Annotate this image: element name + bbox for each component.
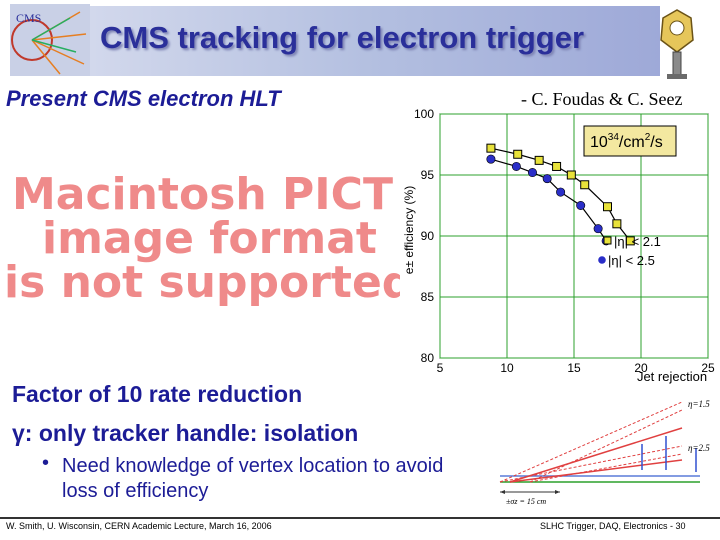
- y-tick-label: 95: [421, 168, 435, 182]
- x-tick-label: 5: [437, 361, 444, 375]
- chart-legend: |η| < 2.1 |η| < 2.5: [598, 234, 661, 268]
- legend-marker-circle: [598, 256, 606, 264]
- data-point-square: [486, 143, 496, 153]
- data-point-circle: [486, 154, 496, 164]
- cms-logo-icon: CMS: [10, 4, 90, 76]
- eta-line-4: [529, 453, 683, 483]
- data-point-square: [612, 219, 622, 229]
- x-tick-label: 20: [634, 361, 648, 375]
- header: CMS CMS tracking for electron trigger: [0, 0, 720, 79]
- data-point-circle: [542, 174, 552, 184]
- data-point-square: [580, 180, 590, 190]
- y-tick-label: 100: [414, 107, 434, 121]
- author-credit: - C. Foudas & C. Seez: [521, 89, 683, 109]
- data-point-square: [566, 170, 576, 180]
- data-point-square: [603, 202, 612, 212]
- x-tick-label: 25: [701, 361, 715, 375]
- z-vertex-label: ±σz = 15 cm: [506, 497, 546, 506]
- data-point-circle: [556, 187, 566, 197]
- track-2: [509, 459, 683, 483]
- footer-slide-info: SLHC Trigger, DAQ, Electronics - 30: [540, 521, 686, 531]
- data-point-square: [534, 155, 544, 165]
- y-axis-label: e± efficiency (%): [402, 186, 416, 274]
- bullet-vertex-knowledge: Need knowledge of vertex location to avo…: [62, 455, 444, 502]
- placeholder-line-2: image format: [42, 213, 377, 264]
- placeholder-line-3: is not supported: [4, 257, 400, 308]
- legend-label-1: |η| < 2.1: [614, 234, 661, 249]
- svg-text:CMS: CMS: [16, 11, 41, 25]
- data-point-square: [552, 161, 562, 171]
- legend-marker-square: [603, 236, 612, 245]
- x-tick-label: 15: [567, 361, 581, 375]
- data-point-square: [513, 149, 523, 159]
- placeholder-line-1: Macintosh PICT: [12, 169, 393, 220]
- data-point-circle: [527, 168, 537, 178]
- eta-line-3: [529, 409, 683, 483]
- legend-label-2: |η| < 2.5: [608, 253, 655, 268]
- track-1: [509, 427, 683, 483]
- luminosity-annotation: 1034/cm2/s: [590, 132, 663, 151]
- bullet-rate-reduction: Factor of 10 rate reduction: [12, 381, 303, 407]
- y-tick-label: 85: [421, 290, 435, 304]
- data-point-circle: [576, 201, 586, 211]
- tick-labels: 5 10 15 20 25 80 85 90 95 100: [414, 107, 715, 375]
- title-band: [90, 6, 660, 76]
- arrow-left-icon: [500, 490, 505, 494]
- y-tick-label: 90: [421, 229, 435, 243]
- section-heading: Present CMS electron HLT: [6, 86, 281, 111]
- y-tick-label: 80: [421, 351, 435, 365]
- footer-author: W. Smith, U. Wisconsin, CERN Academic Le…: [6, 521, 272, 531]
- data-point-square: [625, 236, 635, 246]
- data-point-circle: [593, 224, 603, 234]
- eta-2-5-label: η=2.5: [688, 443, 710, 453]
- university-crest-icon: [660, 9, 694, 79]
- tracker-geometry-diagram: η=1.5 η=2.5 ±σz = 15 cm: [499, 399, 710, 506]
- bullet-dot-icon: •: [42, 452, 50, 474]
- footer-divider: [0, 517, 720, 519]
- eta-line-1: [499, 401, 683, 483]
- missing-image-placeholder: Macintosh PICT image format is not suppo…: [0, 168, 400, 308]
- page-title: CMS tracking for electron trigger: [100, 20, 585, 55]
- efficiency-chart: 5 10 15 20 25 80 85 90 95 100 e± efficiency (%) J…: [402, 107, 715, 384]
- arrow-right-icon: [555, 490, 560, 494]
- eta-1-5-label: η=1.5: [688, 399, 710, 409]
- bullet-photon-isolation: γ: only tracker handle: isolation: [12, 420, 359, 446]
- x-axis-label: Jet rejection: [637, 369, 707, 384]
- annotation-box: [583, 125, 677, 157]
- data-point-circle: [511, 161, 521, 171]
- x-tick-label: 10: [500, 361, 514, 375]
